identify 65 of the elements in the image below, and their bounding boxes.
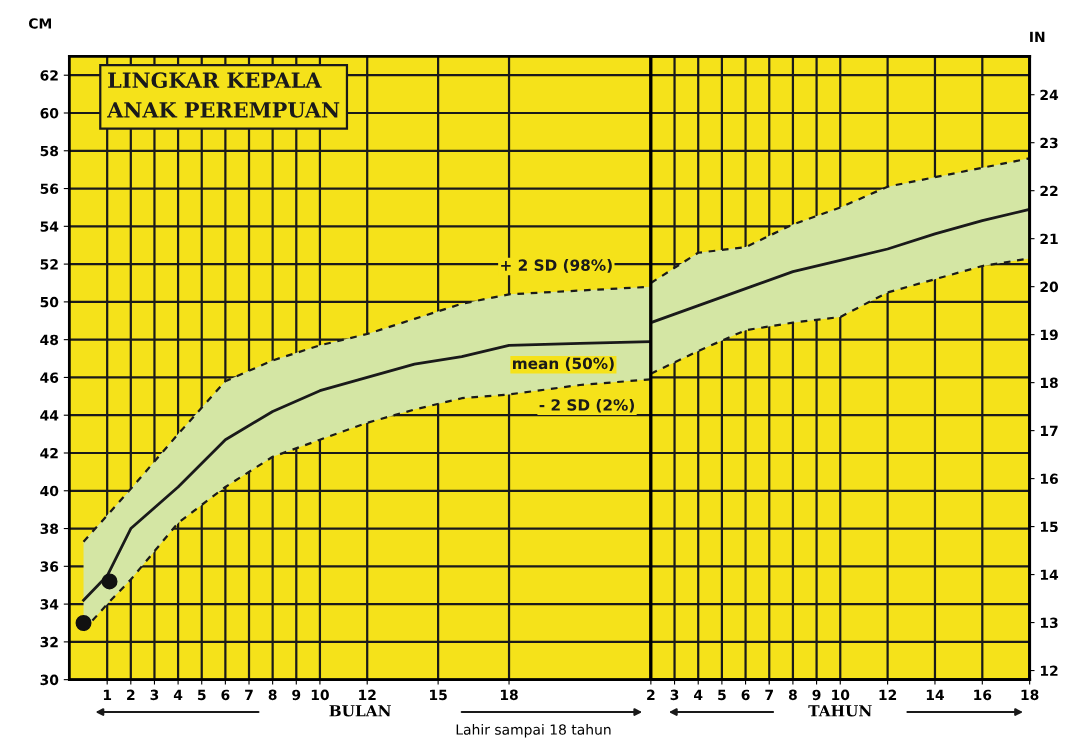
x-tick-label: 18 bbox=[1021, 689, 1039, 701]
y2-tick-label: 13 bbox=[1040, 617, 1058, 629]
y-tick-label: 50 bbox=[40, 296, 59, 308]
text: BULAN bbox=[329, 705, 391, 717]
x-tick-label: 16 bbox=[974, 689, 992, 701]
x-axis-title: Lahir sampai 18 tahun bbox=[456, 724, 611, 738]
x-tick-label: 4 bbox=[694, 689, 703, 700]
y2-tick-label: 15 bbox=[1040, 521, 1058, 533]
x-tick-label: 4 bbox=[173, 689, 183, 700]
y2-tick-label: 24 bbox=[1040, 89, 1059, 100]
x-tick-label: 5 bbox=[718, 689, 726, 701]
x-tick-label: 8 bbox=[788, 689, 797, 701]
x-tick-label: 8 bbox=[268, 689, 277, 701]
y-tick-label: 56 bbox=[40, 183, 59, 195]
x-tick-label: 9 bbox=[292, 689, 301, 701]
y2-axis-title: IN bbox=[1030, 31, 1045, 42]
y2-tick-label: 14 bbox=[1040, 569, 1059, 580]
y2-tick-label: 18 bbox=[1040, 377, 1058, 389]
y-axis-title: CM bbox=[28, 18, 51, 29]
y2-tick-label: 16 bbox=[1040, 473, 1058, 485]
x-tick-label: 12 bbox=[879, 689, 897, 700]
x-tick-label: 10 bbox=[832, 689, 850, 701]
y-tick-label: 44 bbox=[40, 410, 59, 421]
y2-tick-label: 20 bbox=[1040, 281, 1059, 293]
x-tick-label: 15 bbox=[430, 689, 447, 701]
x-tick-label: 10 bbox=[311, 689, 329, 701]
x-tick-label: 12 bbox=[359, 689, 376, 700]
y-tick-label: 32 bbox=[40, 636, 58, 648]
x-tick-label: 3 bbox=[670, 689, 679, 701]
y2-tick-label: 12 bbox=[1040, 665, 1058, 676]
x-tick-label: 5 bbox=[197, 689, 206, 701]
y2-tick-label: 22 bbox=[1040, 185, 1058, 196]
annotation: - 2 SD (2%) bbox=[539, 398, 634, 413]
y2-tick-label: 21 bbox=[1040, 233, 1058, 244]
x-tick-label: 6 bbox=[741, 689, 750, 701]
x-tick-label: 3 bbox=[150, 689, 159, 701]
y-tick-label: 30 bbox=[40, 674, 59, 686]
y2-tick-label: 17 bbox=[1040, 425, 1058, 436]
y-tick-label: 46 bbox=[40, 372, 59, 383]
y-tick-label: 54 bbox=[40, 221, 59, 232]
x-tick-label: 2 bbox=[127, 689, 135, 700]
y-tick-label: 60 bbox=[40, 107, 59, 119]
y-tick-label: 36 bbox=[40, 561, 59, 572]
y-tick-label: 62 bbox=[40, 70, 58, 81]
x-tick-label: 7 bbox=[765, 689, 773, 700]
y-tick-label: 40 bbox=[40, 485, 59, 497]
annotation: mean (50%) bbox=[513, 357, 614, 371]
text: LINGKAR KEPALA ANAK PEREMPUAN bbox=[106, 72, 340, 118]
y-tick-label: 38 bbox=[40, 523, 59, 535]
y-tick-label: 58 bbox=[40, 145, 59, 157]
x-tick-label: 1 bbox=[103, 689, 112, 700]
x-tick-label: 2 bbox=[647, 689, 655, 700]
text: TAHUN bbox=[808, 705, 872, 717]
y-tick-label: 34 bbox=[40, 599, 59, 610]
x-tick-label: 18 bbox=[500, 689, 518, 701]
x-tick-label: 7 bbox=[245, 689, 253, 700]
y-tick-label: 42 bbox=[40, 447, 58, 459]
y-tick-label: 52 bbox=[40, 259, 58, 270]
x-tick-label: 9 bbox=[812, 689, 821, 701]
annotation: + 2 SD (98%) bbox=[501, 259, 612, 273]
y2-tick-label: 19 bbox=[1040, 329, 1058, 341]
y-tick-label: 48 bbox=[40, 334, 59, 346]
y2-tick-label: 23 bbox=[1040, 137, 1058, 149]
x-tick-label: 14 bbox=[926, 689, 944, 700]
x-tick-label: 6 bbox=[221, 689, 230, 701]
